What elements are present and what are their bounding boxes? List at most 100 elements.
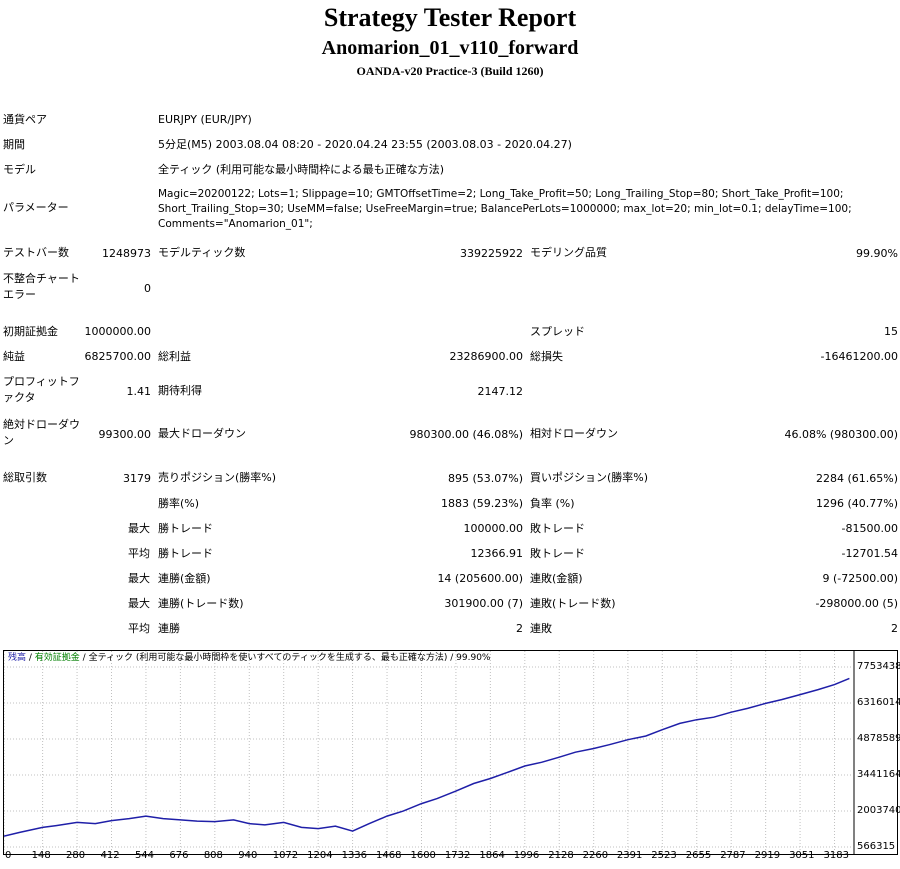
profit-factor-label: プロフィットファクタ xyxy=(3,375,80,404)
params-label: パラメーター xyxy=(3,201,69,214)
spread-value: 15 xyxy=(884,325,898,338)
long-positions-label: 買いポジション(勝率%) xyxy=(530,471,649,484)
y-tick-label: 7753438 xyxy=(857,661,900,672)
largest-win-label: 勝トレード xyxy=(158,522,213,535)
largest-win-value: 100000.00 xyxy=(463,522,524,535)
x-tick-label: 940 xyxy=(238,850,258,861)
x-tick-label: 1204 xyxy=(307,850,333,861)
gross-profit-value: 23286900.00 xyxy=(449,350,523,363)
y-tick-label: 3441164 xyxy=(857,769,900,780)
bars-value: 1248973 xyxy=(102,247,151,260)
period-label: 期間 xyxy=(3,138,25,151)
model-label: モデル xyxy=(3,163,36,176)
trades-value: 3179 xyxy=(123,472,151,485)
gross-loss-value: -16461200.00 xyxy=(820,350,898,363)
cons-wins-money-value: 14 (205600.00) xyxy=(437,572,523,585)
win-value: 1883 (59.23%) xyxy=(440,497,523,510)
profit-factor-value: 1.41 xyxy=(126,385,152,398)
x-tick-label: 1336 xyxy=(341,850,368,861)
avg-cons-wins-label: 連勝 xyxy=(158,622,180,635)
x-tick-label: 2919 xyxy=(754,850,781,861)
x-tick-label: 1864 xyxy=(479,850,505,861)
x-tick-label: 544 xyxy=(134,850,155,861)
gross-loss-label: 総損失 xyxy=(530,350,563,363)
x-tick-label: 3051 xyxy=(789,850,815,861)
server-info: OANDA-v20 Practice-3 (Build 1260) xyxy=(356,64,544,78)
x-tick-label: 2260 xyxy=(582,850,609,861)
x-tick-label: 2391 xyxy=(616,850,643,861)
quality-value: 99.90% xyxy=(856,247,898,260)
net-value: 6825700.00 xyxy=(84,350,151,363)
x-tick-label: 1072 xyxy=(272,850,299,861)
cons-wins-count-value: 301900.00 (7) xyxy=(444,597,523,610)
trades-label: 総取引数 xyxy=(3,471,47,484)
average-prefix: 平均 xyxy=(128,547,150,560)
spread-label: スプレッド xyxy=(530,325,585,338)
ticks-value: 339225922 xyxy=(460,247,523,260)
model-value: 全ティック (利用可能な最小時間枠による最も正確な方法) xyxy=(158,163,445,176)
avg-cons-losses-label: 連敗 xyxy=(530,622,552,635)
rel-drawdown-value: 46.08% (980300.00) xyxy=(784,428,898,441)
balance-chart-svg xyxy=(4,651,855,854)
y-tick-label: 566315 xyxy=(857,841,896,852)
y-tick-label: 4878589 xyxy=(857,733,900,744)
deposit-value: 1000000.00 xyxy=(84,325,151,338)
params-value: Magic=20200122; Lots=1; Slippage=10; GMT… xyxy=(158,188,852,230)
avg-win-label: 勝トレード xyxy=(158,547,213,560)
x-tick-label: 0 xyxy=(5,850,12,861)
x-tick-label: 1600 xyxy=(410,850,436,861)
bars-label: テストバー数 xyxy=(3,246,69,259)
x-tick-label: 2128 xyxy=(548,850,574,861)
balance-chart xyxy=(3,650,898,855)
max-prefix-1: 最大 xyxy=(128,572,150,585)
x-tick-label: 2655 xyxy=(685,850,712,861)
legend-separator: / xyxy=(447,653,457,663)
balance-line xyxy=(4,677,850,837)
cons-wins-money-label: 連勝(金額) xyxy=(158,572,211,585)
max-drawdown-label: 最大ドローダウン xyxy=(158,427,246,440)
y-tick-label: 2003740 xyxy=(857,805,900,816)
win-label: 勝率(%) xyxy=(158,497,200,510)
avg-cons-losses-value: 2 xyxy=(891,622,898,635)
legend-equity: 有効証拠金 xyxy=(34,653,80,663)
x-tick-label: 280 xyxy=(66,850,86,861)
x-tick-label: 1732 xyxy=(444,850,471,861)
mismatch-value: 0 xyxy=(144,282,151,295)
abs-drawdown-label: 絶対ドローダウン xyxy=(3,418,80,447)
payoff-value: 2147.12 xyxy=(477,385,524,398)
x-tick-label: 2787 xyxy=(720,850,746,861)
legend-model: 全ティック (利用可能な最小時間枠を使いすべてのティックを生成する、最も正確な方… xyxy=(88,653,448,663)
cons-losses-count-label: 連敗(トレード数) xyxy=(530,597,616,610)
max-prefix-2: 最大 xyxy=(128,597,150,610)
x-tick-label: 412 xyxy=(100,850,120,861)
long-positions-value: 2284 (61.65%) xyxy=(815,472,898,485)
avg-loss-label: 敗トレード xyxy=(530,547,585,560)
payoff-label: 期待利得 xyxy=(158,384,202,397)
avg-loss-value: -12701.54 xyxy=(841,547,898,560)
x-tick-label: 676 xyxy=(169,850,189,861)
largest-loss-value: -81500.00 xyxy=(841,522,898,535)
max-drawdown-value: 980300.00 (46.08%) xyxy=(409,428,523,441)
y-tick-label: 6316014 xyxy=(857,697,900,708)
short-positions-value: 895 (53.07%) xyxy=(447,472,523,485)
mismatch-label: 不整合チャートエラー xyxy=(3,272,80,301)
short-positions-label: 売りポジション(勝率%) xyxy=(158,471,277,484)
x-tick-label: 1468 xyxy=(376,850,402,861)
loss-value: 1296 (40.77%) xyxy=(815,497,898,510)
report-title: Strategy Tester Report xyxy=(323,3,577,32)
ticks-label: モデルティック数 xyxy=(158,246,246,259)
symbol-label: 通貨ペア xyxy=(3,113,47,126)
deposit-label: 初期証拠金 xyxy=(3,325,58,338)
chart-legend: 残高 / 有効証拠金 / 全ティック (利用可能な最小時間枠を使いすべてのティッ… xyxy=(8,652,490,664)
legend-balance: 残高 xyxy=(8,653,27,663)
gross-profit-label: 総利益 xyxy=(158,350,191,363)
loss-label: 負率 (%) xyxy=(530,497,575,510)
net-label: 純益 xyxy=(3,350,25,363)
period-value: 5分足(M5) 2003.08.04 08:20 - 2020.04.24 23… xyxy=(158,138,572,151)
symbol-value: EURJPY (EUR/JPY) xyxy=(158,113,252,126)
legend-separator: / xyxy=(26,653,35,663)
x-tick-label: 1996 xyxy=(513,850,540,861)
cons-wins-count-label: 連勝(トレード数) xyxy=(158,597,244,610)
legend-quality: 99.90% xyxy=(456,653,491,663)
abs-drawdown-value: 99300.00 xyxy=(98,428,152,441)
